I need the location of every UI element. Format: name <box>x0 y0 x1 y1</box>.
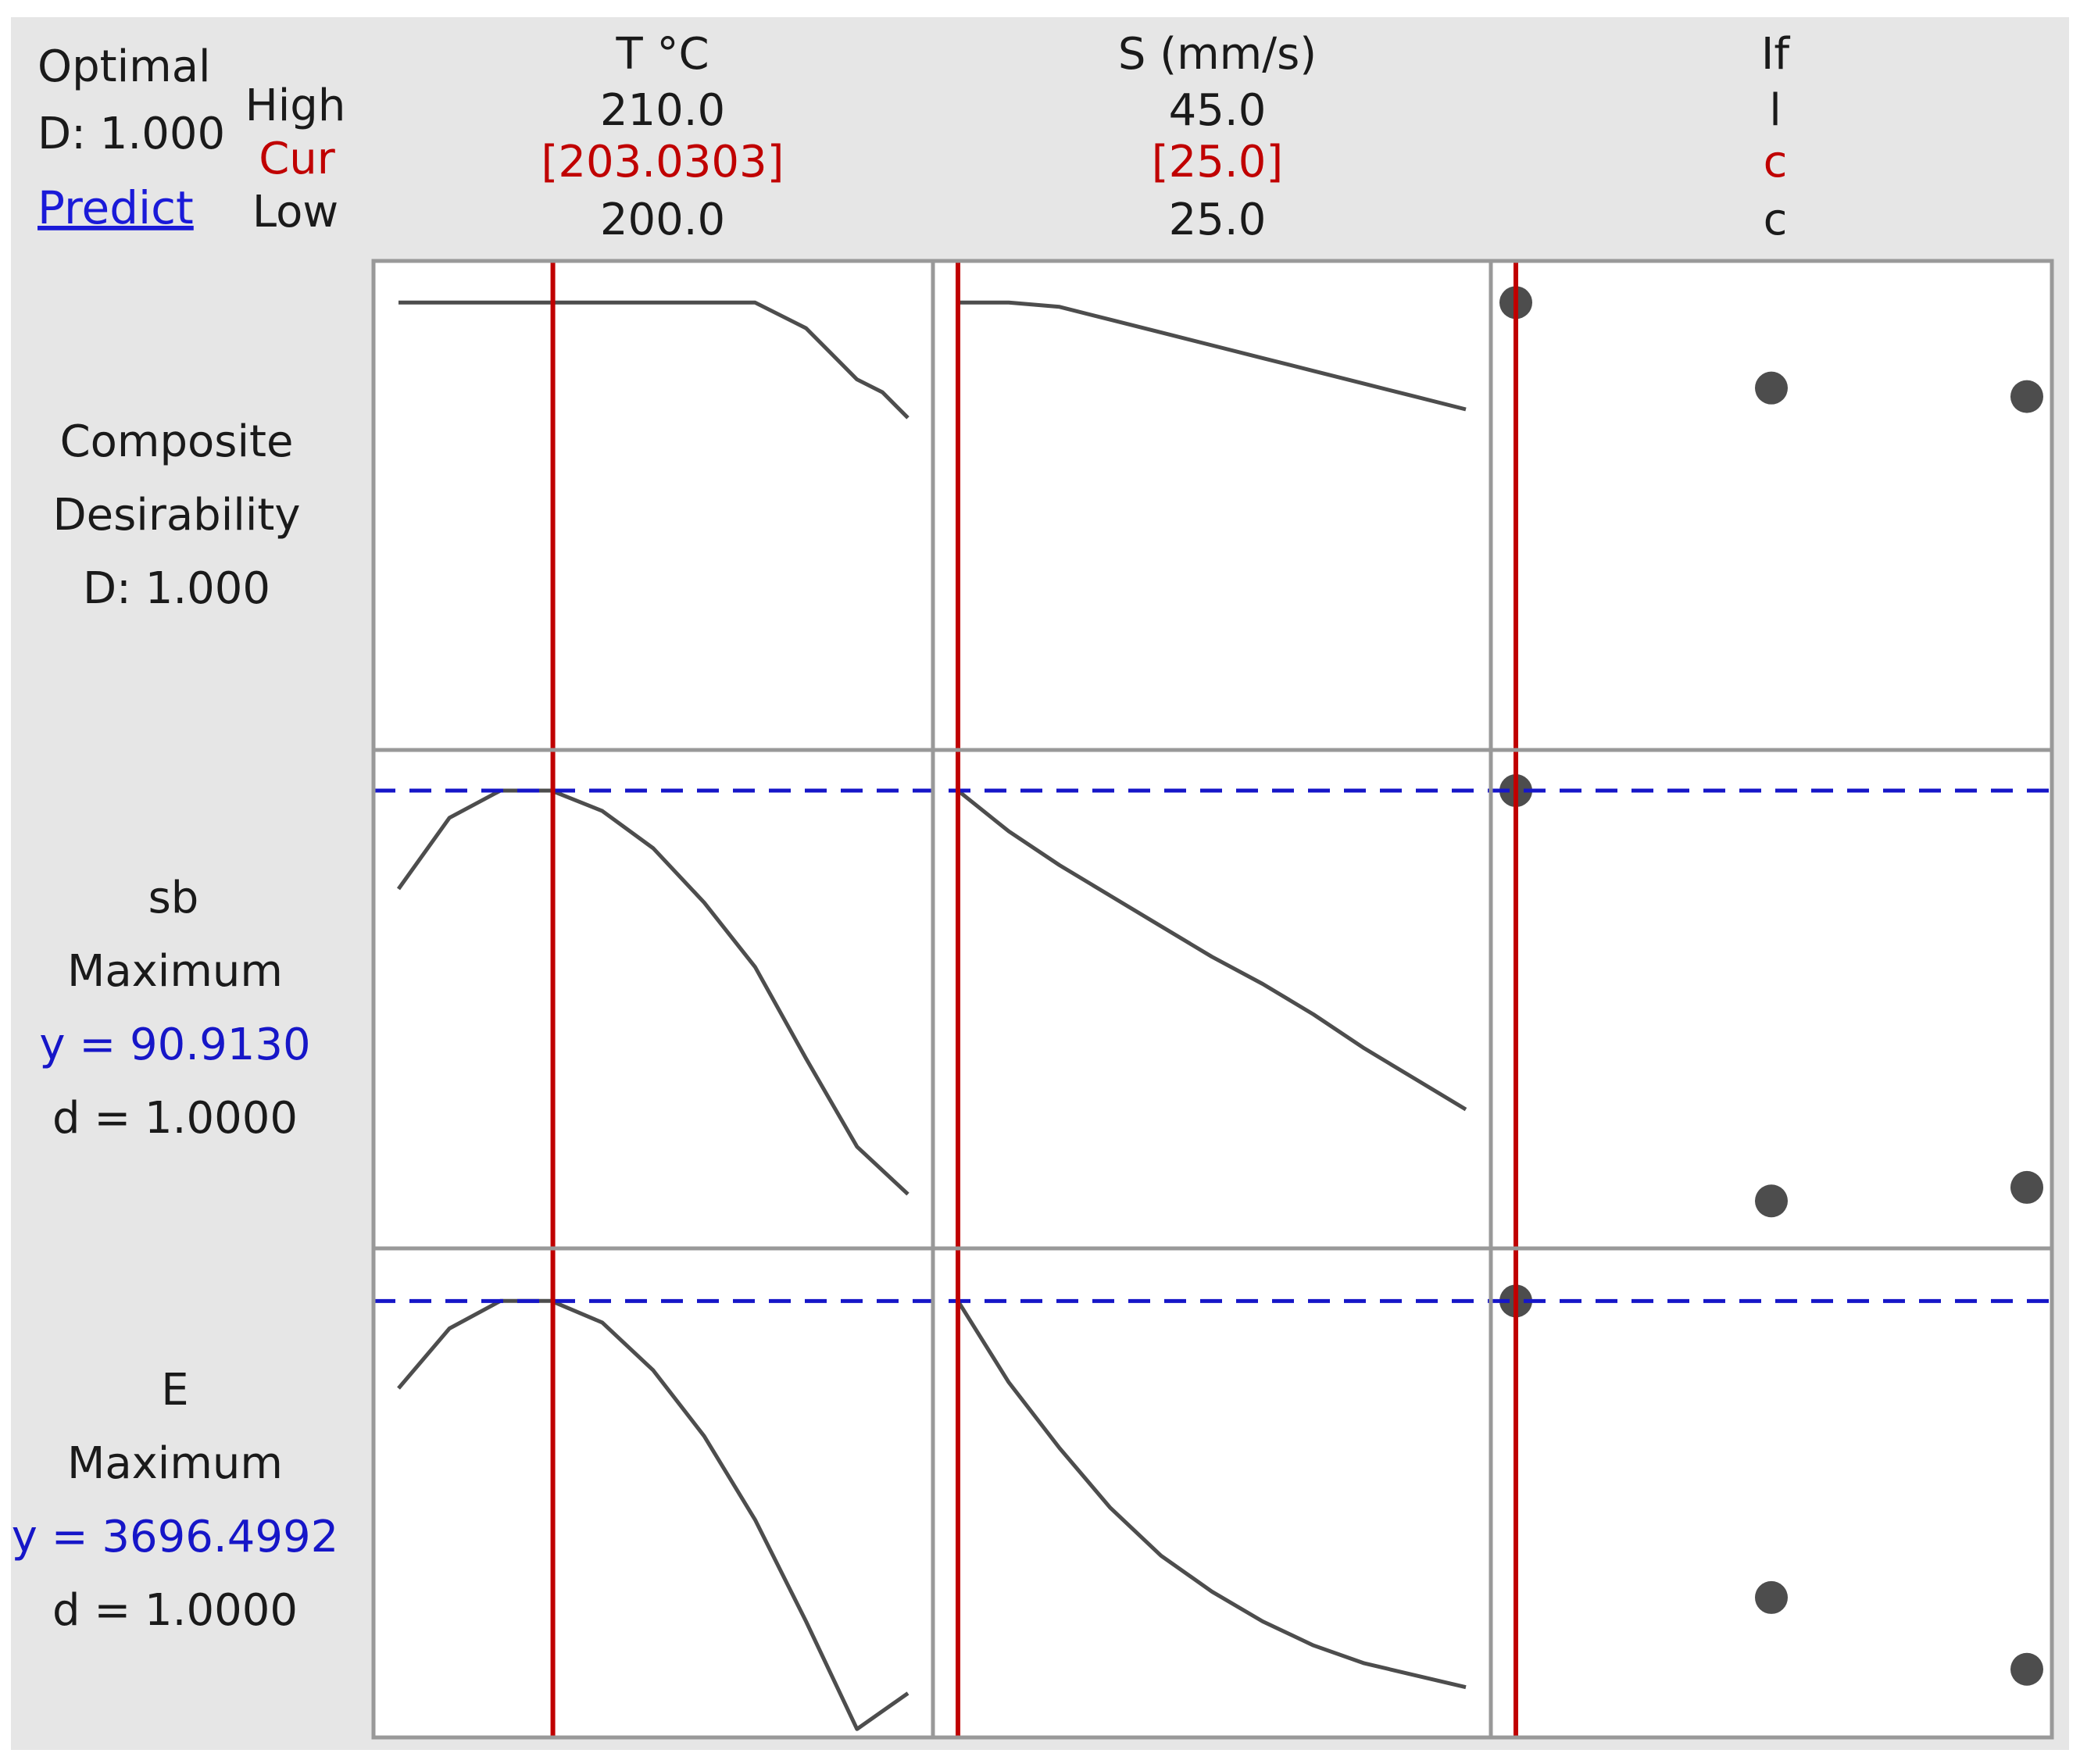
factor-name-t: T °C <box>615 29 709 80</box>
response-sb-y: y = 90.9130 <box>39 1019 310 1070</box>
point-e-if-l <box>2010 1652 2043 1686</box>
response-sb-name: sb <box>148 873 199 923</box>
cur-row-label: Cur <box>259 134 336 184</box>
factor-cur-s: [25.0] <box>1152 137 1283 187</box>
panel-frame <box>371 259 2054 1740</box>
composite-line-3: D: 1.000 <box>83 563 270 614</box>
panel-e-t-c <box>373 1248 933 1737</box>
panel-sb-s-mm-s <box>933 750 1491 1248</box>
panel-sb-t-c <box>373 750 933 1248</box>
curve-composite-desirability-s-mm-s <box>958 300 1467 412</box>
curve-e-t-c <box>397 1298 910 1731</box>
factor-cur-if: c <box>1764 137 1788 187</box>
factor-cur-t: [203.0303] <box>541 137 784 187</box>
point-e-if-m <box>1755 1580 1788 1614</box>
panel-composite-desirability-s-mm-s <box>933 261 1491 750</box>
optimal-label: Optimal <box>38 41 211 92</box>
response-sb-goal: Maximum <box>67 946 283 997</box>
panel-sb-if <box>1491 750 2052 1248</box>
panel-composite-desirability-if <box>1491 261 2052 750</box>
low-row-label: Low <box>252 187 338 237</box>
panel-e-s-mm-s <box>933 1248 1491 1737</box>
factor-name-if: If <box>1761 29 1791 80</box>
factor-name-s: S (mm/s) <box>1118 29 1317 80</box>
curve-sb-t-c <box>396 788 910 1196</box>
point-sb-if-l <box>2010 1170 2043 1204</box>
response-e-y: y = 3696.4992 <box>12 1512 339 1562</box>
composite-line-1: Composite <box>60 416 294 467</box>
factor-high-s: 45.0 <box>1169 85 1267 136</box>
factor-low-t: 200.0 <box>600 195 725 245</box>
response-e-d: d = 1.0000 <box>52 1585 298 1636</box>
factor-high-if: l <box>1769 85 1782 136</box>
high-row-label: High <box>245 80 346 131</box>
point-sb-if-m <box>1755 1184 1788 1218</box>
composite-line-2: Desirability <box>53 490 301 541</box>
factor-low-if: c <box>1764 195 1788 245</box>
factor-high-t: 210.0 <box>600 85 725 136</box>
curve-sb-s-mm-s <box>956 789 1467 1112</box>
optimal-d-value: D: 1.000 <box>38 109 225 159</box>
response-e-goal: Maximum <box>67 1438 283 1489</box>
response-e-name: E <box>161 1365 188 1416</box>
curve-e-s-mm-s <box>956 1299 1467 1690</box>
panel-composite-desirability-t-c <box>373 261 933 750</box>
point-composite-desirability-if-m <box>1755 371 1788 405</box>
point-composite-desirability-if-l <box>2010 380 2043 413</box>
curve-composite-desirability-t-c <box>398 300 910 420</box>
response-sb-d: d = 1.0000 <box>52 1093 298 1144</box>
panel-e-if <box>1491 1248 2052 1737</box>
factor-low-s: 25.0 <box>1169 195 1267 245</box>
panel-grid <box>371 259 2054 1740</box>
predict-link[interactable]: Predict <box>38 181 194 234</box>
